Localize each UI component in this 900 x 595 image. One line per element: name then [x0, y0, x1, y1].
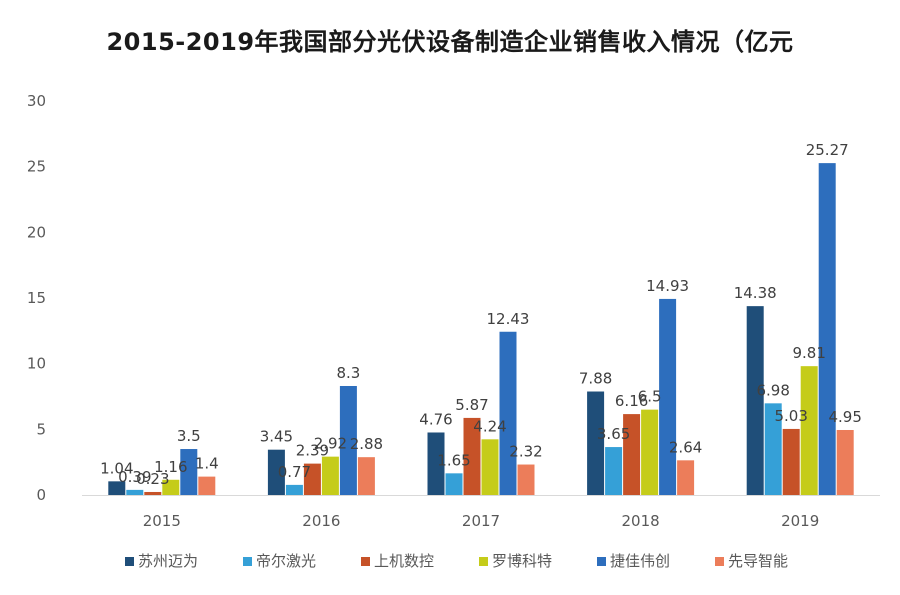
x-tick-label: 2015	[143, 512, 181, 530]
data-label: 6.5	[638, 388, 662, 406]
bar	[144, 491, 162, 495]
data-label: 3.45	[260, 428, 293, 446]
bar	[162, 479, 180, 495]
data-label: 1.04	[100, 459, 133, 477]
legend-swatch	[479, 557, 488, 566]
y-axis-ticks: 0 5 10 15 20 25 30	[27, 92, 46, 504]
bar	[782, 428, 800, 495]
x-tick-label: 2017	[462, 512, 500, 530]
legend-swatch	[361, 557, 370, 566]
data-label: 5.03	[774, 407, 807, 425]
data-label: 4.24	[473, 417, 506, 435]
bar	[818, 163, 836, 495]
bar	[836, 429, 854, 495]
bar	[427, 432, 445, 495]
y-tick-label: 0	[36, 486, 46, 504]
data-labels: 1.040.390.231.16 3.5 1.4 3.45 0.77 2.392.92 8.…	[100, 141, 862, 488]
bars	[108, 163, 854, 495]
bar	[677, 460, 695, 495]
bar	[198, 476, 216, 495]
data-label: 6.16	[615, 392, 648, 410]
data-label: 4.95	[828, 408, 861, 426]
data-label: 2.64	[669, 438, 702, 456]
legend-item: 上机数控	[361, 552, 434, 570]
data-label: 1.65	[437, 451, 470, 469]
y-tick-label: 20	[27, 223, 46, 241]
data-label: 2.39	[296, 442, 329, 460]
legend-label: 罗博科特	[492, 552, 552, 570]
data-label: 14.93	[646, 277, 689, 295]
y-tick-label: 10	[27, 355, 46, 373]
bar	[108, 481, 126, 495]
x-axis-ticks: 2015 2016 2017 2018 2019	[143, 512, 820, 530]
data-label: 12.43	[487, 310, 530, 328]
data-label: 25.27	[806, 141, 849, 159]
data-label: 8.3	[336, 364, 360, 382]
y-tick-label: 30	[27, 92, 46, 110]
data-label: 4.76	[419, 410, 452, 428]
data-label: 0.77	[278, 463, 311, 481]
data-label: 14.38	[734, 284, 777, 302]
bar	[285, 484, 303, 495]
bar	[623, 414, 641, 495]
y-tick-label: 25	[27, 158, 46, 176]
legend-label: 先导智能	[728, 552, 788, 570]
bar	[517, 464, 535, 495]
data-label: 1.16	[154, 458, 187, 476]
bar	[605, 447, 623, 495]
bar	[481, 439, 499, 495]
legend-label: 捷佳伟创	[610, 552, 670, 570]
y-tick-label: 15	[27, 289, 46, 307]
bar	[357, 457, 375, 495]
bar	[463, 417, 481, 495]
legend-swatch	[597, 557, 606, 566]
data-label: 2.92	[314, 435, 347, 453]
legend-item: 苏州迈为	[125, 552, 198, 570]
legend-item: 罗博科特	[479, 552, 552, 570]
bar	[445, 473, 463, 495]
bar	[180, 449, 198, 495]
legend-label: 帝尔激光	[256, 552, 316, 570]
x-tick-label: 2016	[302, 512, 340, 530]
data-label: 2.32	[509, 443, 542, 461]
data-label: 3.65	[597, 425, 630, 443]
data-label: 5.87	[455, 396, 488, 414]
bar	[303, 463, 321, 495]
legend-label: 上机数控	[374, 552, 434, 570]
data-label: 2.88	[350, 435, 383, 453]
bar	[659, 298, 677, 495]
bar	[126, 489, 144, 495]
data-label: 1.4	[195, 455, 219, 473]
bar	[641, 409, 659, 495]
data-label: 7.88	[579, 370, 612, 388]
legend-item: 帝尔激光	[243, 552, 316, 570]
chart-title: 2015-2019年我国部分光伏设备制造企业销售收入情况（亿元	[106, 28, 794, 56]
bar	[499, 331, 517, 495]
legend-item: 先导智能	[715, 552, 788, 570]
x-tick-label: 2018	[622, 512, 660, 530]
x-tick-label: 2019	[781, 512, 819, 530]
legend-swatch	[715, 557, 724, 566]
bar	[764, 403, 782, 495]
y-tick-label: 5	[36, 420, 46, 438]
legend-label: 苏州迈为	[138, 552, 198, 570]
bar	[321, 456, 339, 495]
legend-swatch	[125, 557, 134, 566]
legend: 苏州迈为 帝尔激光 上机数控 罗博科特 捷佳伟创 先导智能	[125, 552, 788, 570]
bar	[339, 385, 357, 495]
bar	[800, 366, 818, 495]
legend-item: 捷佳伟创	[597, 552, 670, 570]
bar	[267, 449, 285, 495]
data-label: 0.23	[136, 470, 169, 488]
data-label: 0.39	[118, 468, 151, 486]
legend-swatch	[243, 557, 252, 566]
data-label: 3.5	[177, 427, 201, 445]
data-label: 9.81	[792, 344, 825, 362]
bar	[587, 391, 605, 495]
bar	[746, 306, 764, 495]
data-label: 6.98	[756, 381, 789, 399]
